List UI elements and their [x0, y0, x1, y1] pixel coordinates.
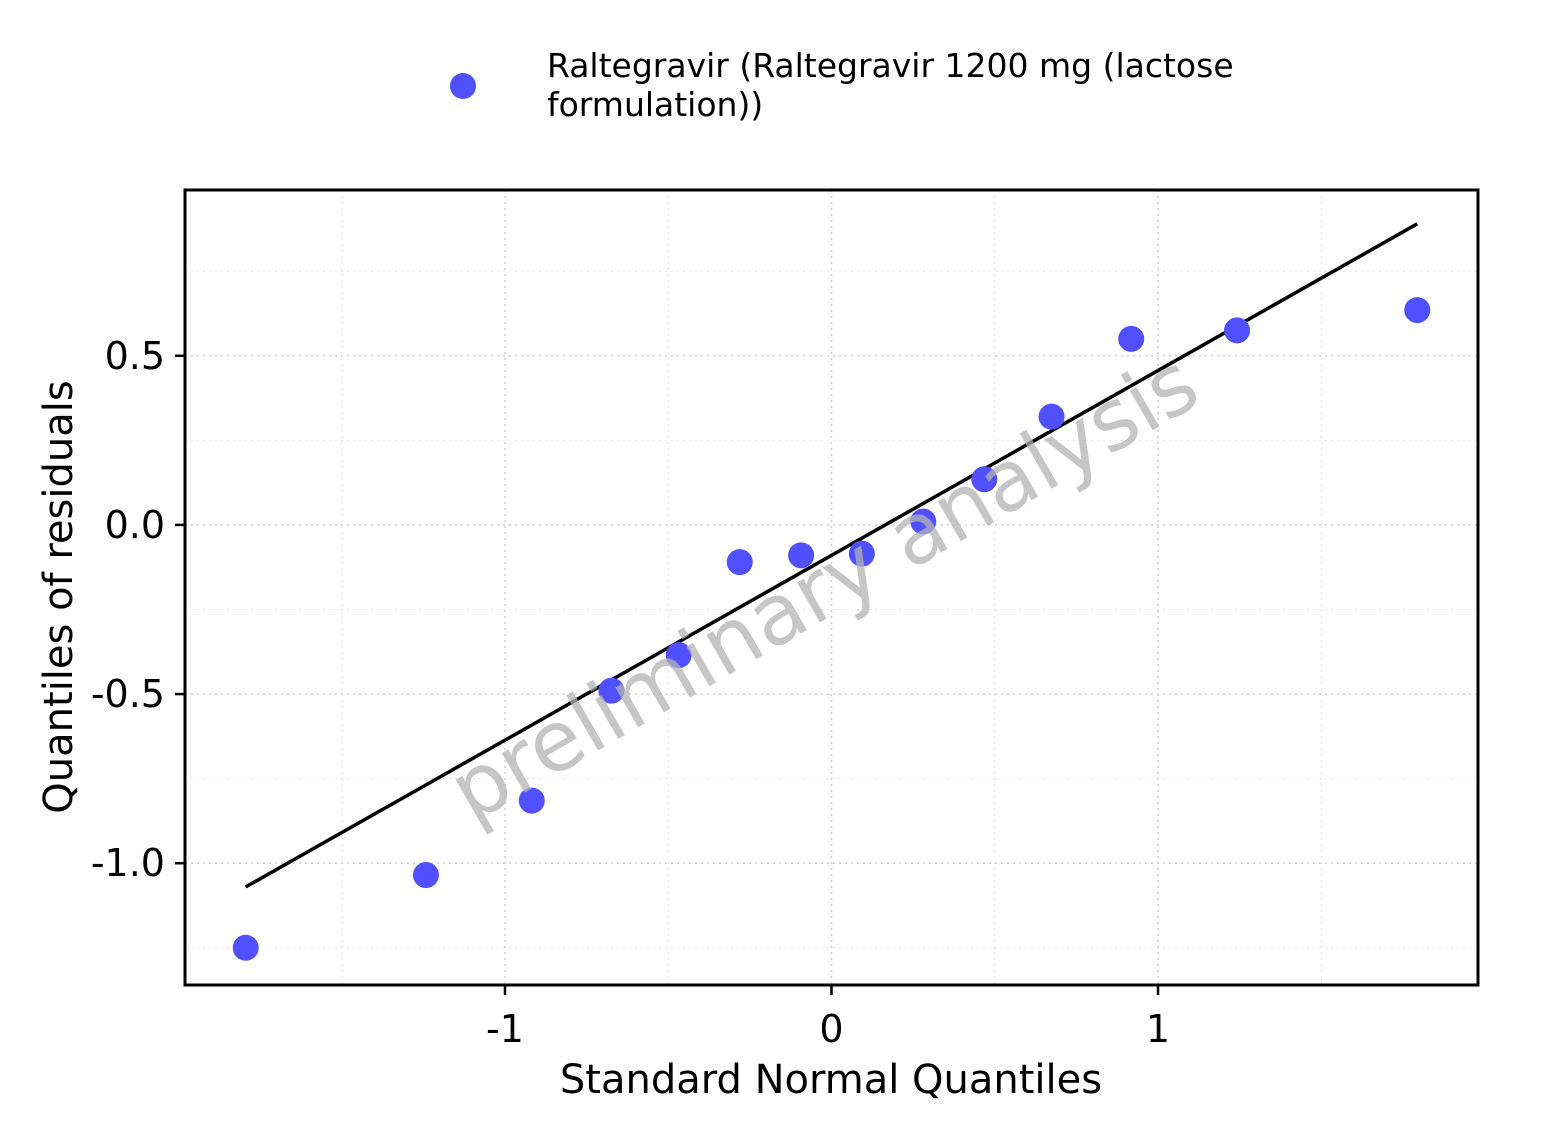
y-axis: -1.0 -0.5 0.0 0.5	[91, 334, 185, 885]
legend-label-line-1: Raltegravir (Raltegravir 1200 mg (lactos…	[547, 46, 1234, 85]
legend-label-line-2: formulation))	[547, 85, 763, 124]
data-point	[971, 466, 998, 493]
watermark: preliminary analysis	[433, 333, 1214, 841]
data-points	[232, 297, 1431, 961]
data-point	[598, 677, 625, 704]
data-point	[1118, 325, 1145, 352]
data-point	[412, 862, 439, 889]
data-point	[848, 540, 875, 567]
data-point	[1038, 403, 1065, 430]
y-tick-label: 0.0	[105, 503, 165, 547]
legend-marker	[450, 73, 476, 99]
reference-line-group	[244, 222, 1419, 889]
x-tick-label: 1	[1146, 1007, 1170, 1051]
reference-line	[244, 222, 1419, 889]
data-point	[726, 549, 753, 576]
data-point	[910, 508, 937, 535]
data-point	[1404, 297, 1431, 324]
major-gridlines	[185, 190, 1478, 985]
y-tick-label: 0.5	[105, 334, 165, 378]
x-axis-title: Standard Normal Quantiles	[560, 1057, 1102, 1103]
y-tick-label: -1.0	[91, 841, 165, 885]
data-point	[518, 787, 545, 814]
x-tick-label: -1	[486, 1007, 524, 1051]
x-axis: -1 0 1	[486, 985, 1170, 1051]
data-point	[665, 642, 692, 669]
data-point	[232, 934, 259, 961]
data-point	[1224, 317, 1251, 344]
data-point	[788, 542, 815, 569]
x-tick-label: 0	[819, 1007, 843, 1051]
legend: Raltegravir (Raltegravir 1200 mg (lactos…	[450, 46, 1234, 124]
minor-gridlines	[185, 190, 1478, 985]
y-tick-label: -0.5	[91, 672, 165, 716]
y-axis-title: Quantiles of residuals	[36, 380, 82, 813]
